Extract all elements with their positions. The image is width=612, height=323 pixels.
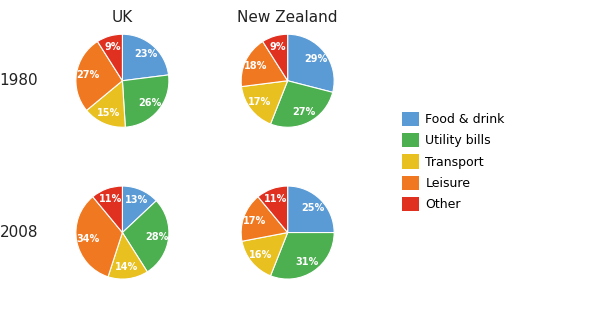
Text: 11%: 11%	[264, 194, 288, 204]
Text: 17%: 17%	[248, 97, 272, 107]
Wedge shape	[258, 186, 288, 233]
Text: 14%: 14%	[115, 262, 138, 272]
Wedge shape	[263, 34, 288, 81]
Text: 26%: 26%	[138, 98, 161, 108]
Wedge shape	[288, 186, 334, 233]
Text: 25%: 25%	[301, 203, 324, 213]
Wedge shape	[122, 186, 156, 233]
Text: New Zealand: New Zealand	[237, 10, 338, 25]
Wedge shape	[122, 34, 168, 81]
Wedge shape	[86, 81, 125, 127]
Text: 18%: 18%	[244, 61, 267, 71]
Wedge shape	[108, 233, 147, 279]
Text: 9%: 9%	[104, 42, 121, 52]
Wedge shape	[288, 34, 334, 92]
Wedge shape	[241, 41, 288, 87]
Text: 34%: 34%	[76, 234, 100, 244]
Text: 31%: 31%	[296, 257, 319, 266]
Wedge shape	[93, 186, 122, 233]
Text: UK: UK	[112, 10, 133, 25]
Text: 29%: 29%	[304, 54, 327, 64]
Text: 2008: 2008	[0, 225, 38, 240]
Wedge shape	[242, 81, 288, 124]
Wedge shape	[242, 233, 288, 276]
Text: 9%: 9%	[269, 42, 286, 52]
Text: 17%: 17%	[243, 216, 266, 226]
Text: 1980: 1980	[0, 73, 38, 88]
Text: 27%: 27%	[76, 70, 99, 80]
Text: 16%: 16%	[249, 250, 272, 260]
Text: 23%: 23%	[134, 49, 157, 59]
Wedge shape	[271, 233, 334, 279]
Wedge shape	[97, 34, 122, 81]
Wedge shape	[271, 81, 333, 127]
Text: 27%: 27%	[292, 107, 315, 117]
Wedge shape	[241, 197, 288, 241]
Text: 11%: 11%	[99, 194, 122, 204]
Text: 28%: 28%	[146, 232, 169, 242]
Text: 13%: 13%	[125, 195, 148, 205]
Legend: Food & drink, Utility bills, Transport, Leisure, Other: Food & drink, Utility bills, Transport, …	[398, 108, 509, 215]
Text: 15%: 15%	[97, 108, 120, 118]
Wedge shape	[122, 75, 169, 127]
Wedge shape	[76, 197, 122, 277]
Wedge shape	[122, 201, 169, 272]
Wedge shape	[76, 41, 122, 110]
